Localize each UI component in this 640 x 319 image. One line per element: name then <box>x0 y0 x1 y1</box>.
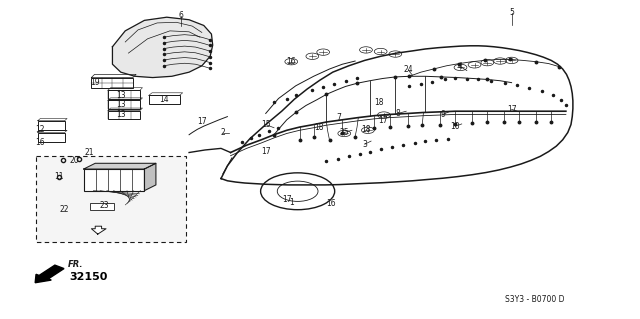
Text: 20: 20 <box>69 156 79 165</box>
Bar <box>92 78 133 88</box>
Text: 10: 10 <box>451 122 460 131</box>
Text: 17: 17 <box>261 147 271 156</box>
Bar <box>38 132 65 142</box>
Text: FR.: FR. <box>68 260 83 269</box>
Polygon shape <box>145 163 156 191</box>
Text: 1: 1 <box>289 198 294 207</box>
Bar <box>108 90 140 99</box>
Text: S3Y3 - B0700 D: S3Y3 - B0700 D <box>505 295 564 304</box>
FancyArrow shape <box>35 265 64 283</box>
Text: 16: 16 <box>326 199 336 208</box>
Text: 14: 14 <box>159 95 168 104</box>
Text: 4: 4 <box>458 62 463 71</box>
Bar <box>108 100 140 109</box>
Text: 13: 13 <box>116 110 125 119</box>
Text: 8: 8 <box>396 109 400 118</box>
Text: 18: 18 <box>314 122 323 132</box>
Bar <box>38 121 65 130</box>
Bar <box>149 95 179 104</box>
Bar <box>90 203 115 210</box>
Text: 23: 23 <box>99 201 109 210</box>
Text: 22: 22 <box>60 205 69 214</box>
Bar <box>108 111 140 119</box>
Text: 3: 3 <box>362 140 367 149</box>
Text: 17: 17 <box>378 116 387 125</box>
Text: 13: 13 <box>116 91 125 100</box>
Text: 18: 18 <box>361 125 371 134</box>
Text: 2: 2 <box>221 128 225 137</box>
Polygon shape <box>92 226 106 234</box>
Text: 9: 9 <box>440 110 445 119</box>
Polygon shape <box>113 17 212 78</box>
Text: 13: 13 <box>116 100 125 109</box>
Text: 18: 18 <box>374 99 383 108</box>
Text: 16: 16 <box>287 57 296 66</box>
Text: 17: 17 <box>282 195 292 204</box>
Text: 21: 21 <box>84 148 93 157</box>
Text: 15: 15 <box>261 120 271 129</box>
Text: 5: 5 <box>509 8 514 17</box>
Text: 17: 17 <box>197 117 207 126</box>
Bar <box>36 156 186 242</box>
Text: 32150: 32150 <box>70 272 108 282</box>
Text: 11: 11 <box>54 173 64 182</box>
Polygon shape <box>84 163 156 169</box>
Text: 16: 16 <box>35 138 45 147</box>
Text: 7: 7 <box>337 113 342 122</box>
Text: 19: 19 <box>90 78 100 87</box>
Text: 17: 17 <box>507 105 516 114</box>
Text: 25: 25 <box>339 128 349 137</box>
Text: 24: 24 <box>403 65 413 74</box>
Text: 12: 12 <box>36 125 45 134</box>
Bar <box>84 169 145 191</box>
Text: 6: 6 <box>179 11 183 20</box>
